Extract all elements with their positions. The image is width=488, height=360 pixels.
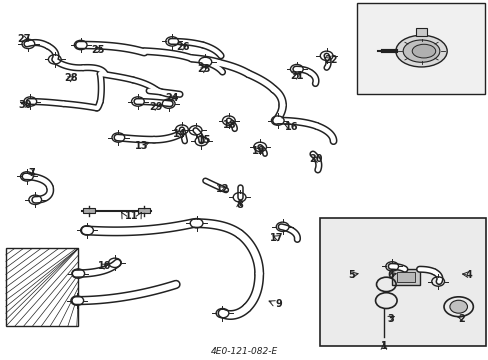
Text: 16: 16 xyxy=(284,122,298,132)
Text: 11: 11 xyxy=(125,211,139,221)
Circle shape xyxy=(449,300,467,313)
Text: 19: 19 xyxy=(251,146,264,156)
FancyBboxPatch shape xyxy=(356,3,484,94)
Text: 1: 1 xyxy=(380,341,386,351)
Bar xyxy=(415,28,427,36)
Text: 7: 7 xyxy=(28,168,35,178)
Text: 17: 17 xyxy=(269,233,283,243)
Text: 29: 29 xyxy=(148,102,162,112)
FancyBboxPatch shape xyxy=(320,218,485,346)
Text: 6: 6 xyxy=(387,270,394,280)
Text: 9: 9 xyxy=(275,299,282,309)
Text: 28: 28 xyxy=(64,73,78,84)
Bar xyxy=(83,208,95,213)
Text: 15: 15 xyxy=(197,135,211,145)
Text: 20: 20 xyxy=(308,154,322,164)
Text: 5: 5 xyxy=(348,270,355,280)
Bar xyxy=(6,248,78,326)
Text: 3: 3 xyxy=(387,314,394,324)
Text: 25: 25 xyxy=(91,45,104,55)
Text: 10: 10 xyxy=(98,261,112,271)
Text: 27: 27 xyxy=(18,34,31,44)
Text: 4: 4 xyxy=(465,270,472,280)
Text: 2: 2 xyxy=(458,314,465,324)
Text: 23: 23 xyxy=(197,64,211,74)
Text: 18: 18 xyxy=(223,120,236,130)
Text: 13: 13 xyxy=(135,141,148,151)
Text: 26: 26 xyxy=(176,42,190,52)
Text: 21: 21 xyxy=(290,71,304,81)
Bar xyxy=(138,208,149,213)
Text: 22: 22 xyxy=(323,55,337,66)
Text: 14: 14 xyxy=(173,129,186,139)
Ellipse shape xyxy=(403,40,439,62)
Bar xyxy=(391,269,419,285)
Text: 12: 12 xyxy=(215,184,229,194)
Text: 8: 8 xyxy=(236,200,243,210)
Text: 4E0-121-082-E: 4E0-121-082-E xyxy=(210,347,278,356)
Text: 24: 24 xyxy=(165,93,179,103)
Ellipse shape xyxy=(395,35,447,67)
Bar xyxy=(396,272,414,282)
Text: 30: 30 xyxy=(19,100,32,110)
Ellipse shape xyxy=(411,44,435,58)
